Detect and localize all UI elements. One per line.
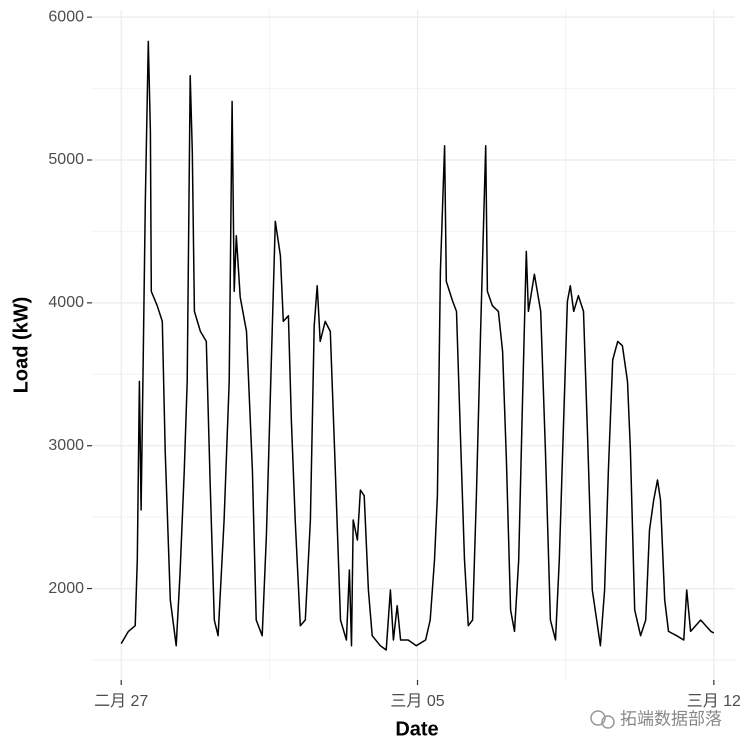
y-axis-label: Load (kW): [10, 297, 32, 394]
y-tick-label: 2000: [48, 580, 84, 597]
x-tick-label: 二月 27: [94, 693, 148, 710]
line: [120, 40, 715, 651]
x-axis-label: Date: [395, 718, 438, 740]
y-tick-label: 5000: [48, 151, 84, 168]
x-tick-label: 三月 05: [390, 693, 444, 710]
plot: 2000 3000 4000 5000 6000 二月 27 三月 05 三月 12: [48, 8, 741, 710]
watermark: 拓端数据部落: [620, 709, 722, 728]
y-tick-label: 3000: [48, 437, 84, 454]
x-tick-label: 三月 12: [687, 693, 741, 710]
y-tick-label: 4000: [48, 294, 84, 311]
watermark-icon: [590, 710, 615, 729]
y-tick-label: 6000: [48, 8, 84, 25]
